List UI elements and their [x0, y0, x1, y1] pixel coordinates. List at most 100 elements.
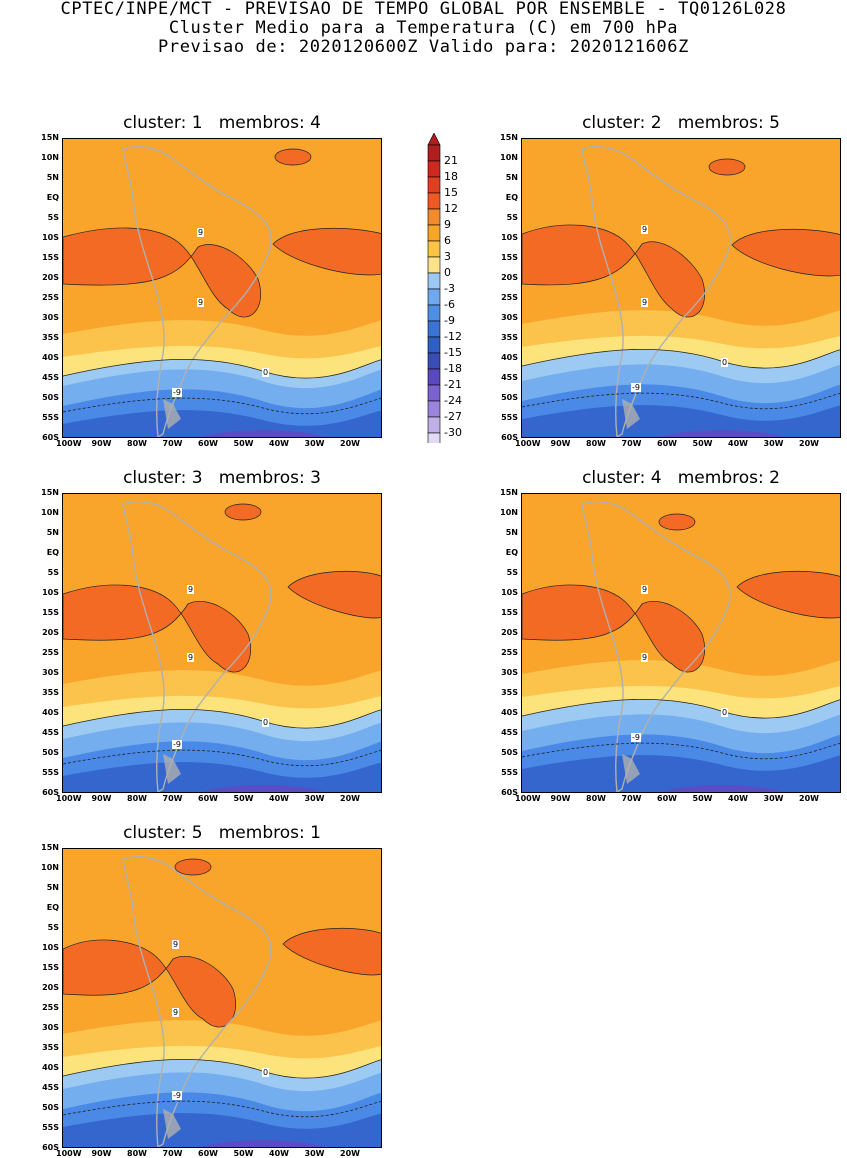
latitude-label: EQ — [505, 193, 518, 202]
latitude-label: 5N — [46, 883, 59, 892]
latitude-label: 5S — [47, 923, 59, 932]
colorbar-level-label: 15 — [444, 186, 458, 199]
latitude-label: 15S — [42, 608, 59, 617]
longitude-label: 20W — [340, 794, 360, 803]
contour-label: 0 — [262, 1068, 270, 1077]
longitude-label: 50W — [692, 794, 713, 803]
latitude-label: 10N — [41, 863, 59, 872]
latitude-label: 20S — [501, 628, 518, 637]
longitude-label: 50W — [233, 1149, 254, 1158]
longitude-label: 80W — [127, 439, 147, 448]
latitude-label: 45S — [501, 373, 518, 382]
latitude-label: EQ — [46, 903, 59, 912]
temperature-map — [62, 138, 382, 438]
latitude-label: 55S — [501, 768, 518, 777]
latitude-label: 55S — [501, 413, 518, 422]
temperature-map — [62, 493, 382, 793]
colorbar-swatch — [427, 336, 441, 354]
colorbar-level-label: 0 — [444, 266, 451, 279]
latitude-label: 35S — [501, 333, 518, 342]
latitude-label: 50S — [501, 748, 518, 757]
colorbar-top-arrow — [427, 133, 441, 146]
latitude-label: 50S — [42, 393, 59, 402]
longitude-label: 20W — [340, 439, 360, 448]
latitude-label: 10S — [501, 233, 518, 242]
colorbar-swatch — [427, 320, 441, 338]
longitude-label: 80W — [586, 439, 606, 448]
latitude-label: EQ — [46, 193, 59, 202]
latitude-label: 40S — [501, 708, 518, 717]
longitude-label: 100W — [515, 794, 541, 803]
latitude-label: 15N — [41, 843, 59, 852]
longitude-label: 90W — [550, 794, 571, 803]
longitude-label: 60W — [657, 439, 677, 448]
longitude-label: 60W — [198, 439, 218, 448]
longitude-label: 70W — [162, 1149, 183, 1158]
latitude-label: 45S — [501, 728, 518, 737]
longitude-label: 40W — [269, 794, 289, 803]
contour-label: 9 — [641, 298, 649, 307]
latitude-label: 45S — [42, 728, 59, 737]
colorbar-level-label: -12 — [444, 330, 462, 343]
latitude-label: 35S — [501, 688, 518, 697]
latitude-label: 35S — [42, 688, 59, 697]
latitude-label: 10S — [501, 588, 518, 597]
latitude-label: 60S — [501, 433, 518, 442]
contour-label: -9 — [631, 733, 641, 742]
longitude-label: 30W — [763, 439, 784, 448]
latitude-label: 30S — [42, 313, 59, 322]
latitude-label: 15N — [500, 133, 518, 142]
colorbar-swatch — [427, 352, 441, 370]
latitude-label: 20S — [501, 273, 518, 282]
colorbar-level-label: 3 — [444, 250, 451, 263]
contour-label: 0 — [262, 718, 270, 727]
colorbar-level-label: 21 — [444, 154, 458, 167]
latitude-label: 50S — [501, 393, 518, 402]
map-field — [63, 494, 381, 792]
latitude-label: 60S — [42, 1143, 59, 1152]
longitude-label: 60W — [657, 794, 677, 803]
latitude-label: 55S — [42, 413, 59, 422]
latitude-label: 5S — [47, 568, 59, 577]
latitude-label: 20S — [42, 273, 59, 282]
latitude-label: 60S — [42, 788, 59, 797]
latitude-label: 45S — [42, 373, 59, 382]
longitude-label: 70W — [162, 439, 183, 448]
longitude-label: 60W — [198, 794, 218, 803]
longitude-label: 30W — [304, 794, 325, 803]
longitude-label: 50W — [233, 794, 254, 803]
latitude-label: 60S — [501, 788, 518, 797]
latitude-label: 25S — [42, 293, 59, 302]
longitude-label: 90W — [91, 794, 112, 803]
contour-label: 9 — [641, 585, 649, 594]
longitude-label: 20W — [340, 1149, 360, 1158]
colorbar-swatches — [427, 133, 441, 443]
latitude-label: 55S — [42, 1123, 59, 1132]
longitude-label: 80W — [586, 794, 606, 803]
longitude-label: 30W — [304, 1149, 325, 1158]
latitude-label: 50S — [42, 748, 59, 757]
longitude-label: 80W — [127, 1149, 147, 1158]
temperature-map — [521, 138, 841, 438]
latitude-label: EQ — [46, 548, 59, 557]
latitude-label: EQ — [505, 548, 518, 557]
header-line-2: Cluster Medio para a Temperatura (C) em … — [168, 18, 679, 38]
colorbar-level-label: -30 — [444, 426, 462, 439]
contour-label: 9 — [641, 225, 649, 234]
latitude-label: 55S — [42, 768, 59, 777]
latitude-label: 30S — [501, 313, 518, 322]
contour-label: -9 — [172, 388, 182, 397]
colorbar-level-label: 9 — [444, 218, 451, 231]
latitude-label: 20S — [42, 628, 59, 637]
contour-label: 9 — [187, 585, 195, 594]
longitude-label: 90W — [91, 1149, 112, 1158]
latitude-label: 5N — [505, 173, 518, 182]
latitude-label: 15S — [501, 608, 518, 617]
contour-label: 9 — [172, 940, 180, 949]
colorbar-swatch — [427, 240, 441, 258]
colorbar: 21 18 15 12 9 6 3 0 -3 -6 -9 -12 -15 -18 -21 -24 -27 -30 — [424, 133, 484, 443]
colorbar-level-label: -9 — [444, 314, 455, 327]
latitude-label: 35S — [42, 333, 59, 342]
colorbar-swatch — [427, 192, 441, 210]
latitude-label: 15N — [500, 488, 518, 497]
